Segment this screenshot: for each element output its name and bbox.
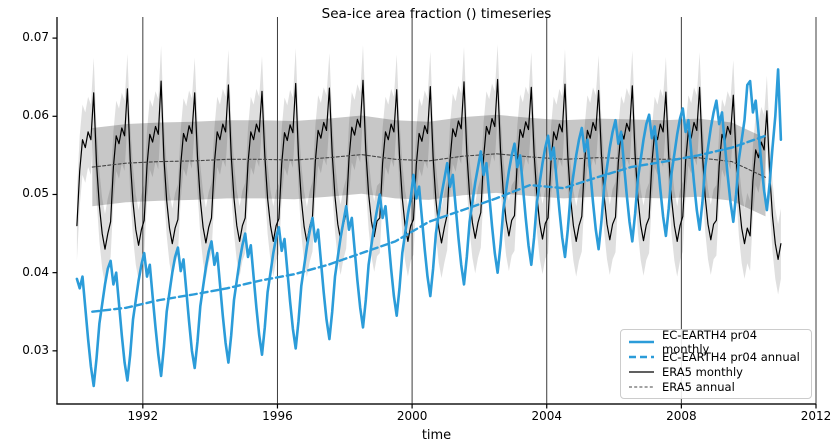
legend-line-sample [629,385,654,388]
y-tick-label-0.07: 0.07 [22,30,49,45]
legend-label: EC-EARTH4 pr04 monthly [662,327,758,356]
legend-label: ERA5 annual [662,379,735,394]
legend-line-sample [629,340,654,343]
x-tick-label-2012: 2012 [800,409,832,423]
legend-item-ec-earth4-monthly: EC-EARTH4 pr04 monthly [628,328,803,356]
legend-label: EC-EARTH4 pr04 annual [662,349,800,364]
legend-line-sample [629,355,654,358]
y-tick-label-0.06: 0.06 [22,108,49,123]
legend-line-sample [629,370,654,373]
legend-item-era5-annual: ERA5 annual [628,379,803,394]
legend-box: EC-EARTH4 pr04 monthly EC-EARTH4 pr04 an… [620,328,812,399]
series-ec-earth4-pr04-annual [91,134,767,313]
x-tick-label-2004: 2004 [531,409,562,423]
x-gridlines [142,17,817,404]
x-tick-label-2000: 2000 [396,409,428,423]
x-tick-label-2008: 2008 [666,409,697,423]
chart-title: Sea-ice area fraction () timeseries [321,6,552,22]
legend-label: ERA5 monthly [662,364,743,379]
legend-item-ec-earth4-annual: EC-EARTH4 pr04 annual [628,349,803,364]
era5-annual-spread [92,114,766,217]
series-era5-annual [91,153,767,178]
x-tick-label-1992: 1992 [127,409,159,423]
era5-monthly-spread [76,44,781,295]
series-ec-earth4-pr04-monthly [75,68,783,388]
tick-marks [52,37,817,409]
y-tick-label-0.05: 0.05 [22,186,49,201]
y-tick-label-0.04: 0.04 [22,264,49,279]
axes-spines [56,17,816,405]
y-tick-label-0.03: 0.03 [22,342,49,357]
legend-item-era5-monthly: ERA5 monthly [628,364,803,379]
x-axis-label: time [421,428,452,443]
x-tick-label-1996: 1996 [262,409,293,423]
series-era5-monthly [76,78,782,260]
